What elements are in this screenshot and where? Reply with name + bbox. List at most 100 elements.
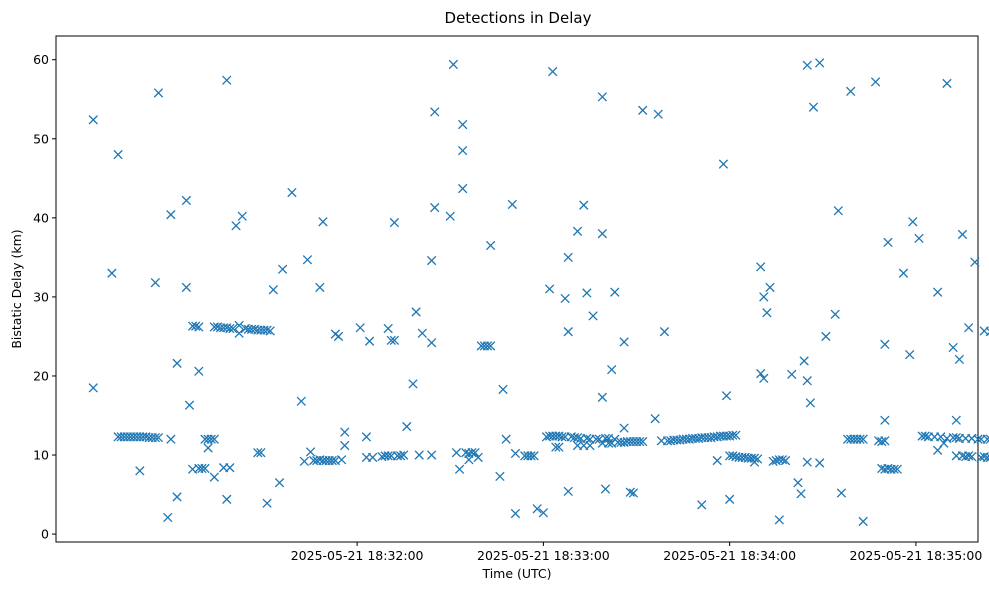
data-point	[563, 486, 573, 497]
data-point	[759, 292, 769, 302]
data-point	[551, 442, 561, 452]
data-point	[880, 436, 890, 446]
y-tick-label: 30	[33, 289, 49, 304]
data-point	[430, 202, 440, 213]
data-point	[414, 450, 424, 460]
data-point	[802, 376, 812, 386]
data-point	[610, 287, 620, 297]
data-point	[529, 451, 539, 461]
data-point	[600, 484, 611, 494]
data-point	[628, 488, 639, 498]
data-point	[532, 504, 542, 514]
data-point	[780, 455, 791, 466]
data-point	[336, 455, 347, 465]
data-point	[548, 66, 558, 77]
data-point	[905, 349, 915, 360]
data-point	[603, 438, 614, 448]
data-point	[554, 442, 564, 452]
data-point	[426, 450, 437, 460]
data-point	[619, 337, 629, 347]
data-point	[315, 282, 325, 293]
data-point	[777, 455, 788, 465]
axes-frame	[55, 35, 979, 543]
data-point	[768, 456, 778, 467]
data-point	[638, 436, 648, 447]
data-point	[191, 321, 201, 331]
data-point	[367, 452, 378, 463]
data-point	[964, 323, 974, 333]
data-point	[470, 447, 480, 458]
data-point	[793, 478, 803, 488]
y-tick-label: 60	[33, 52, 49, 67]
data-point	[274, 478, 285, 488]
data-point	[277, 264, 288, 274]
data-point	[194, 366, 204, 376]
data-point	[582, 288, 592, 298]
data-point	[970, 257, 980, 267]
data-point	[759, 373, 769, 384]
data-point	[659, 327, 670, 337]
data-point	[858, 516, 868, 527]
data-point	[653, 109, 663, 119]
data-point	[458, 183, 468, 194]
data-markers	[88, 58, 989, 527]
y-tick-label: 50	[33, 131, 49, 146]
data-point	[237, 211, 247, 221]
data-point	[197, 463, 207, 474]
data-point	[172, 358, 182, 368]
data-point	[181, 195, 192, 206]
data-point	[448, 59, 459, 70]
data-point	[802, 60, 812, 70]
x-tick-label: 2025-05-21 18:32:00	[291, 548, 424, 563]
data-point	[225, 463, 235, 473]
x-tick-label: 2025-05-21 18:35:00	[850, 548, 983, 563]
data-point	[194, 322, 204, 332]
data-point	[650, 414, 660, 424]
data-point	[426, 255, 437, 266]
data-point	[942, 78, 952, 89]
data-point	[228, 323, 238, 334]
data-point	[951, 415, 961, 425]
data-point	[383, 451, 393, 461]
data-point	[985, 452, 989, 463]
y-tick-label: 0	[41, 527, 49, 542]
data-point	[498, 384, 508, 395]
data-point	[153, 432, 164, 443]
data-point	[948, 342, 958, 353]
data-point	[458, 119, 468, 130]
data-point	[355, 323, 365, 333]
data-point	[426, 338, 437, 348]
data-point	[638, 105, 648, 115]
data-point	[234, 328, 244, 338]
data-point	[402, 421, 412, 432]
data-point	[749, 457, 760, 467]
chart-title: Detections in Delay	[445, 9, 592, 27]
data-point	[572, 226, 583, 236]
data-point	[721, 391, 732, 401]
data-point	[634, 436, 645, 447]
data-point	[908, 217, 918, 227]
data-point	[458, 145, 468, 156]
data-point	[830, 309, 840, 319]
data-point	[395, 451, 406, 461]
data-point	[846, 86, 856, 97]
data-point	[898, 268, 909, 278]
data-point	[600, 433, 611, 444]
data-point	[482, 341, 493, 351]
data-point	[833, 206, 843, 216]
data-point	[765, 282, 775, 293]
data-point	[821, 331, 831, 342]
data-point	[731, 430, 741, 440]
data-point	[299, 456, 310, 467]
data-point	[209, 472, 219, 482]
data-point	[805, 398, 816, 408]
data-point	[150, 278, 160, 288]
data-point	[597, 392, 608, 402]
data-point	[389, 217, 400, 228]
data-point	[756, 368, 766, 379]
data-point	[563, 327, 573, 337]
data-point	[982, 434, 989, 444]
data-point	[88, 383, 98, 393]
data-point	[510, 508, 521, 519]
